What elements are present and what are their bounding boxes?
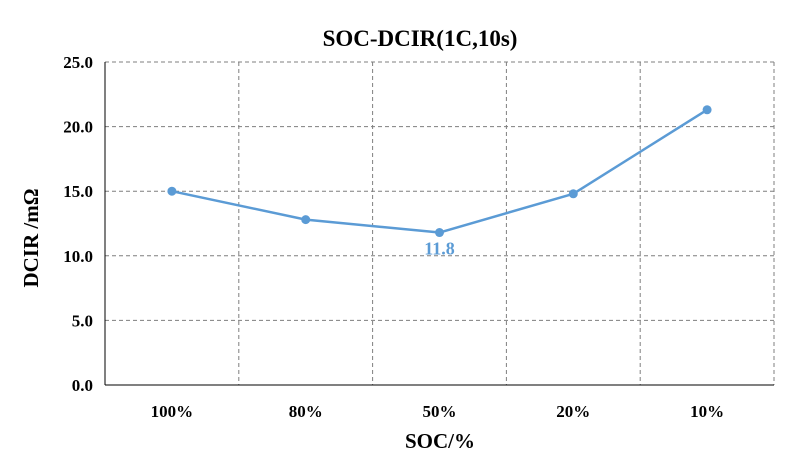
chart-title: SOC-DCIR(1C,10s) [323, 26, 518, 51]
x-axis-title: SOC/% [405, 429, 475, 453]
data-point [568, 189, 578, 199]
x-tick-label: 10% [690, 402, 724, 421]
y-tick-label: 25.0 [63, 53, 93, 72]
data-point [435, 228, 444, 238]
x-tick-label: 100% [151, 402, 194, 421]
data-label: 11.8 [424, 239, 455, 259]
y-tick-label: 0.0 [72, 376, 93, 395]
grid-layer [104, 61, 775, 386]
x-tick-label: 80% [289, 402, 323, 421]
data-point [702, 105, 712, 115]
data-point [167, 186, 177, 196]
data-labels: 11.8 [424, 239, 455, 259]
x-axis-ticks: 100% 80% 50% 20% 10% [151, 402, 724, 421]
y-axis-title: DCIR /mΩ [19, 188, 43, 287]
y-axis-ticks: 0.0 5.0 10.0 15.0 20.0 25.0 [63, 53, 93, 395]
data-point [301, 215, 311, 225]
y-tick-label: 20.0 [63, 118, 93, 137]
y-tick-label: 5.0 [72, 311, 93, 330]
y-tick-label: 15.0 [63, 182, 93, 201]
series-layer [167, 105, 712, 238]
y-tick-label: 10.0 [63, 247, 93, 266]
x-tick-label: 20% [556, 402, 590, 421]
x-tick-label: 50% [423, 402, 457, 421]
series-line [171, 108, 708, 234]
